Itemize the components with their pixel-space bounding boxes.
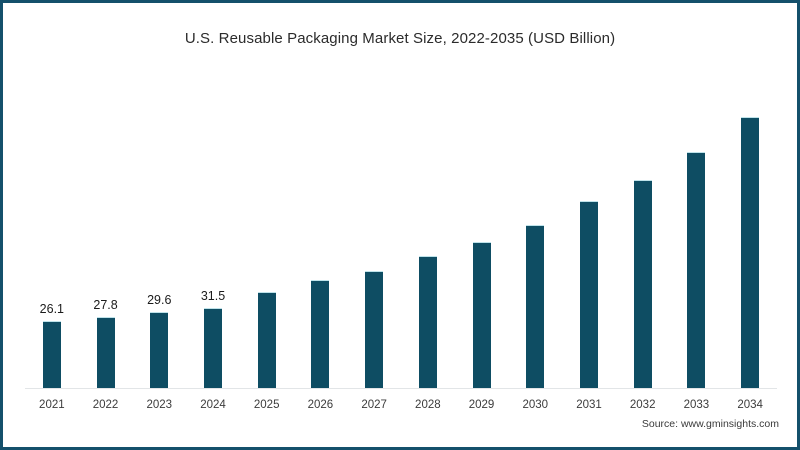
bar-slot bbox=[670, 73, 724, 388]
bar-slot: 27.8 bbox=[79, 73, 133, 388]
bar-slot bbox=[240, 73, 294, 388]
bar-slot bbox=[508, 73, 562, 388]
source-attribution: Source: www.gminsights.com bbox=[641, 418, 779, 430]
bar[interactable] bbox=[472, 242, 491, 388]
bar[interactable] bbox=[526, 224, 545, 388]
x-axis-tick-label: 2023 bbox=[146, 399, 173, 411]
bar-slot bbox=[455, 73, 509, 388]
bar-slot bbox=[347, 73, 401, 388]
bar-slot: 31.5 bbox=[186, 73, 240, 388]
x-axis-tick-label: 2032 bbox=[629, 399, 656, 411]
bar[interactable] bbox=[42, 321, 61, 388]
bar-slot bbox=[401, 73, 455, 388]
x-axis-tick-label: 2027 bbox=[361, 399, 387, 411]
x-axis-tick-label: 2034 bbox=[737, 399, 763, 411]
bar-slot: 26.1 bbox=[25, 73, 79, 388]
bar-slot: 29.6 bbox=[132, 73, 186, 388]
bar[interactable] bbox=[579, 201, 598, 388]
x-axis-tick-label: 2030 bbox=[522, 399, 549, 411]
bar-slot bbox=[723, 73, 777, 388]
bar[interactable] bbox=[418, 256, 437, 388]
bar-slot bbox=[294, 73, 348, 388]
page-title: U.S. Reusable Packaging Market Size, 202… bbox=[184, 30, 616, 47]
bar[interactable] bbox=[633, 180, 652, 388]
bar[interactable] bbox=[96, 316, 115, 388]
x-axis-tick-label: 2024 bbox=[200, 399, 226, 411]
x-axis-tick-label: 2033 bbox=[683, 399, 710, 411]
bar[interactable] bbox=[687, 151, 706, 388]
bar-value-label: 27.8 bbox=[93, 297, 118, 312]
bar-value-label: 29.6 bbox=[147, 293, 172, 308]
bar-value-label: 26.1 bbox=[39, 302, 65, 317]
bar-value-label: 31.5 bbox=[200, 288, 226, 303]
x-axis-tick-label: 2028 bbox=[415, 399, 441, 411]
plot-area: 26.1 27.8 29.6 31.5 bbox=[25, 73, 777, 388]
bar[interactable] bbox=[257, 291, 276, 388]
x-axis-tick-label: 2031 bbox=[576, 399, 602, 411]
chart-canvas: U.S. Reusable Packaging Market Size, 202… bbox=[3, 3, 797, 447]
x-axis-line bbox=[25, 388, 777, 389]
bar-slot bbox=[562, 73, 616, 388]
x-axis-tick-label: 2021 bbox=[39, 399, 65, 411]
x-axis-tick-label: 2026 bbox=[307, 399, 334, 411]
x-axis-tick-label: 2022 bbox=[92, 399, 119, 411]
bar[interactable] bbox=[203, 307, 222, 388]
x-axis-tick-label: 2025 bbox=[253, 399, 280, 411]
bar-slot bbox=[616, 73, 670, 388]
x-axis-tick-label: 2029 bbox=[468, 399, 495, 411]
bar[interactable] bbox=[365, 270, 384, 388]
bar[interactable] bbox=[150, 312, 169, 388]
bar[interactable] bbox=[311, 280, 330, 388]
bar[interactable] bbox=[741, 117, 760, 388]
